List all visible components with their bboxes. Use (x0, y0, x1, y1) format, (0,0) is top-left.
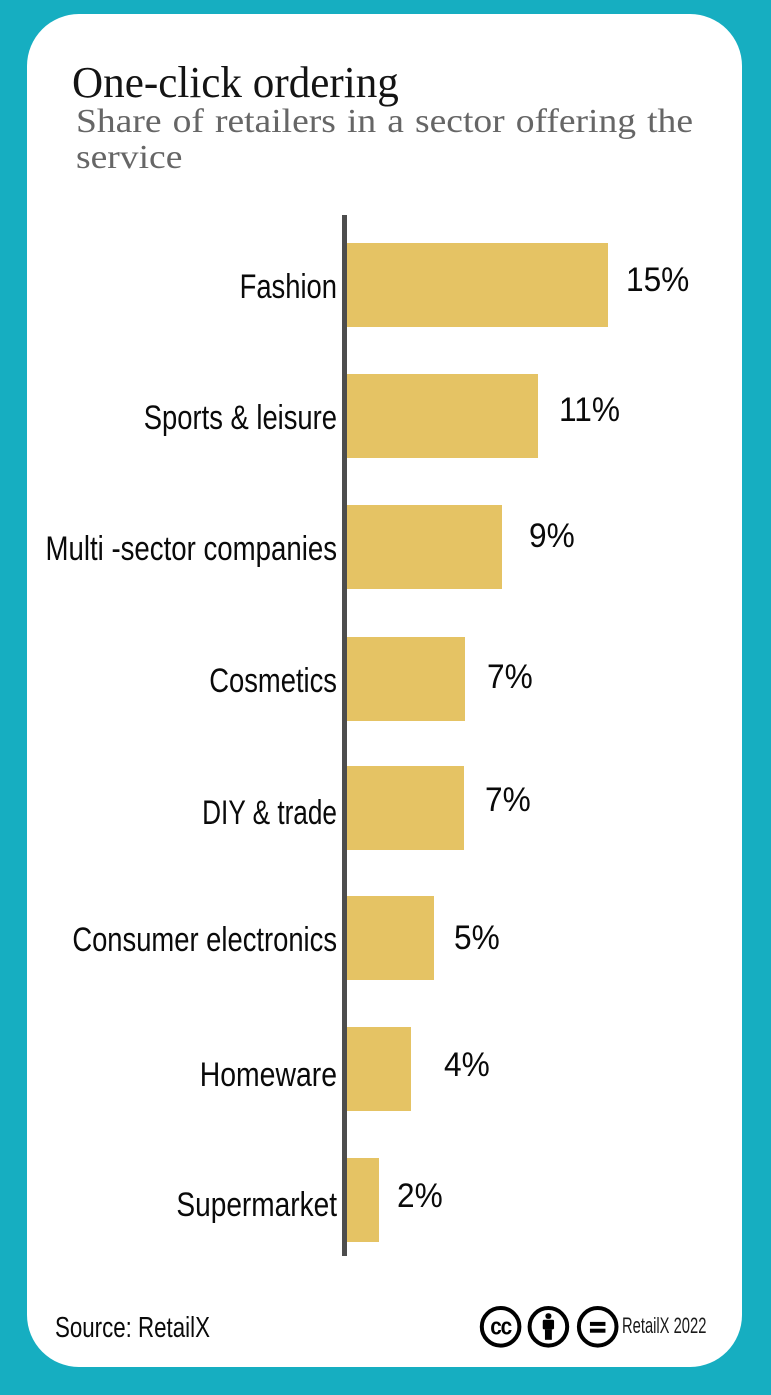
svg-text:cc: cc (490, 1313, 511, 1340)
